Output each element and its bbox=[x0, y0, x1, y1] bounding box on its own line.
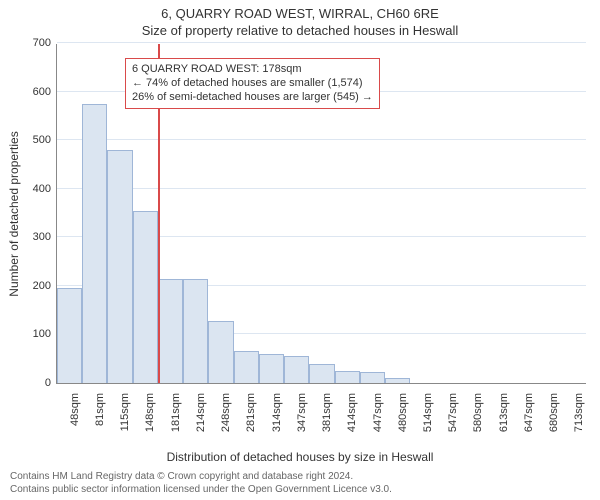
chart-subtitle: Size of property relative to detached ho… bbox=[0, 23, 600, 38]
y-axis-label: Number of detached properties bbox=[7, 131, 21, 296]
x-tick: 314sqm bbox=[271, 393, 283, 432]
x-tick: 381sqm bbox=[321, 393, 333, 432]
x-tick: 547sqm bbox=[447, 393, 459, 432]
x-tick: 214sqm bbox=[195, 393, 207, 432]
y-tick: 0 bbox=[45, 377, 51, 389]
annotation-line: ← 74% of detached houses are smaller (1,… bbox=[132, 77, 373, 91]
x-tick: 613sqm bbox=[498, 393, 510, 432]
x-tick: 115sqm bbox=[119, 393, 131, 431]
footer-line-1: Contains HM Land Registry data © Crown c… bbox=[10, 470, 590, 483]
annotation-line: 26% of semi-detached houses are larger (… bbox=[132, 91, 373, 105]
histogram-bar bbox=[208, 321, 233, 383]
y-tick: 100 bbox=[33, 328, 51, 340]
x-tick: 248sqm bbox=[220, 393, 232, 432]
histogram-bar bbox=[82, 104, 107, 383]
y-tick: 400 bbox=[33, 183, 51, 195]
histogram-bar bbox=[259, 354, 284, 383]
y-tick: 500 bbox=[33, 134, 51, 146]
page-title: 6, QUARRY ROAD WEST, WIRRAL, CH60 6RE bbox=[0, 6, 600, 21]
y-tick: 600 bbox=[33, 86, 51, 98]
y-tick: 200 bbox=[33, 280, 51, 292]
histogram-bar bbox=[360, 372, 385, 383]
gridline bbox=[57, 139, 586, 140]
x-tick: 713sqm bbox=[573, 393, 585, 432]
annotation-box: 6 QUARRY ROAD WEST: 178sqm← 74% of detac… bbox=[125, 58, 380, 109]
x-tick: 347sqm bbox=[296, 393, 308, 432]
y-tick: 700 bbox=[33, 37, 51, 49]
chart-container: Number of detached properties 0100200300… bbox=[0, 38, 600, 448]
x-axis-label: Distribution of detached houses by size … bbox=[0, 450, 600, 464]
histogram-bar bbox=[57, 288, 82, 383]
x-tick: 281sqm bbox=[245, 393, 257, 432]
plot-area: 010020030040050060070048sqm81sqm115sqm14… bbox=[56, 44, 586, 384]
x-tick: 447sqm bbox=[372, 393, 384, 432]
footer: Contains HM Land Registry data © Crown c… bbox=[0, 464, 600, 496]
histogram-bar bbox=[133, 211, 158, 383]
gridline bbox=[57, 188, 586, 189]
y-tick: 300 bbox=[33, 231, 51, 243]
x-tick: 514sqm bbox=[422, 393, 434, 432]
x-tick: 680sqm bbox=[548, 393, 560, 432]
histogram-bar bbox=[385, 378, 410, 383]
annotation-line: 6 QUARRY ROAD WEST: 178sqm bbox=[132, 63, 373, 77]
histogram-bar bbox=[284, 356, 309, 383]
histogram-bar bbox=[335, 371, 360, 383]
histogram-bar bbox=[309, 364, 334, 383]
x-tick: 480sqm bbox=[397, 393, 409, 432]
x-tick: 48sqm bbox=[69, 393, 81, 426]
histogram-bar bbox=[107, 150, 132, 383]
gridline bbox=[57, 42, 586, 43]
x-tick: 414sqm bbox=[346, 393, 358, 432]
x-tick: 148sqm bbox=[144, 393, 156, 432]
x-tick: 647sqm bbox=[523, 393, 535, 432]
x-tick: 81sqm bbox=[94, 393, 106, 426]
histogram-bar bbox=[183, 279, 208, 383]
x-tick: 580sqm bbox=[472, 393, 484, 432]
x-tick: 181sqm bbox=[170, 393, 182, 432]
footer-line-2: Contains public sector information licen… bbox=[10, 483, 590, 496]
histogram-bar bbox=[234, 351, 259, 383]
histogram-bar bbox=[158, 279, 183, 383]
